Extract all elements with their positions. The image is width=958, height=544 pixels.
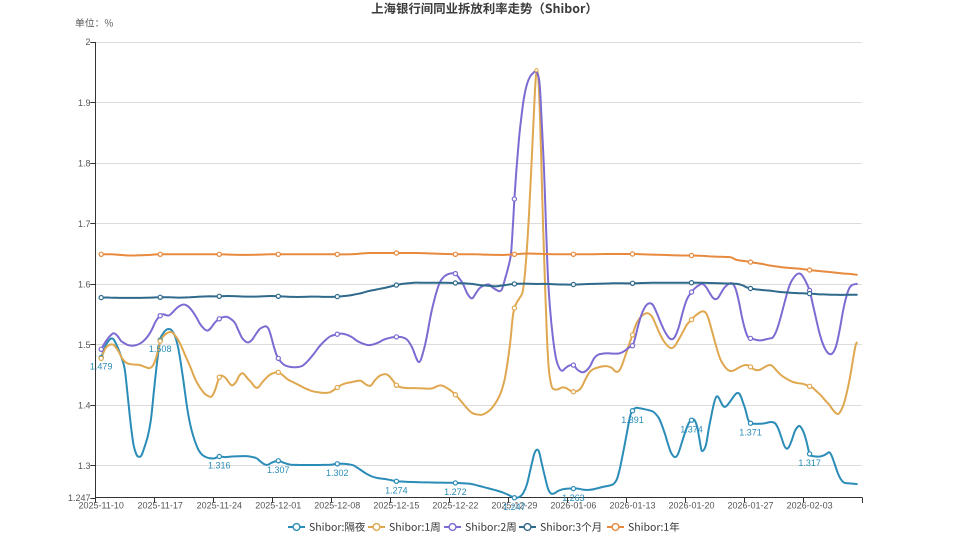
svg-text:1.391: 1.391 [621, 415, 644, 425]
svg-text:1.274: 1.274 [385, 486, 408, 496]
svg-text:1.5: 1.5 [78, 340, 91, 350]
svg-text:2025-12-08: 2025-12-08 [314, 500, 360, 510]
svg-text:1.374: 1.374 [680, 424, 703, 434]
svg-text:2025-11-24: 2025-11-24 [197, 500, 242, 510]
svg-text:1.272: 1.272 [444, 487, 467, 497]
svg-text:1.247: 1.247 [68, 493, 91, 503]
svg-text:2: 2 [85, 37, 90, 47]
svg-text:2025-12-29: 2025-12-29 [491, 500, 537, 510]
svg-text:1.307: 1.307 [267, 465, 290, 475]
svg-text:1.8: 1.8 [78, 158, 91, 168]
svg-text:2026-01-13: 2026-01-13 [609, 500, 655, 510]
svg-text:2025-11-10: 2025-11-10 [79, 500, 124, 510]
svg-text:1.4: 1.4 [78, 401, 91, 411]
svg-text:1.9: 1.9 [78, 98, 91, 108]
svg-text:1.371: 1.371 [739, 427, 762, 437]
svg-text:1.479: 1.479 [90, 362, 113, 372]
svg-text:1.263: 1.263 [562, 493, 585, 503]
svg-text:1.3: 1.3 [78, 461, 91, 471]
svg-text:2025-12-15: 2025-12-15 [373, 500, 419, 510]
svg-text:1.302: 1.302 [326, 468, 349, 478]
svg-text:1.508: 1.508 [149, 344, 172, 354]
svg-text:1.247: 1.247 [503, 502, 526, 512]
svg-text:2025-11-17: 2025-11-17 [138, 500, 183, 510]
svg-text:1.6: 1.6 [78, 279, 91, 289]
svg-text:1.317: 1.317 [798, 458, 821, 468]
svg-text:2026-01-06: 2026-01-06 [550, 500, 596, 510]
svg-text:2025-12-01: 2025-12-01 [255, 500, 301, 510]
svg-text:1.316: 1.316 [208, 461, 231, 471]
svg-text:1.7: 1.7 [78, 219, 91, 229]
svg-text:2025-12-22: 2025-12-22 [432, 500, 478, 510]
svg-text:2026-01-27: 2026-01-27 [727, 500, 773, 510]
svg-text:2026-02-03: 2026-02-03 [787, 500, 833, 510]
svg-text:2026-01-20: 2026-01-20 [668, 500, 714, 510]
